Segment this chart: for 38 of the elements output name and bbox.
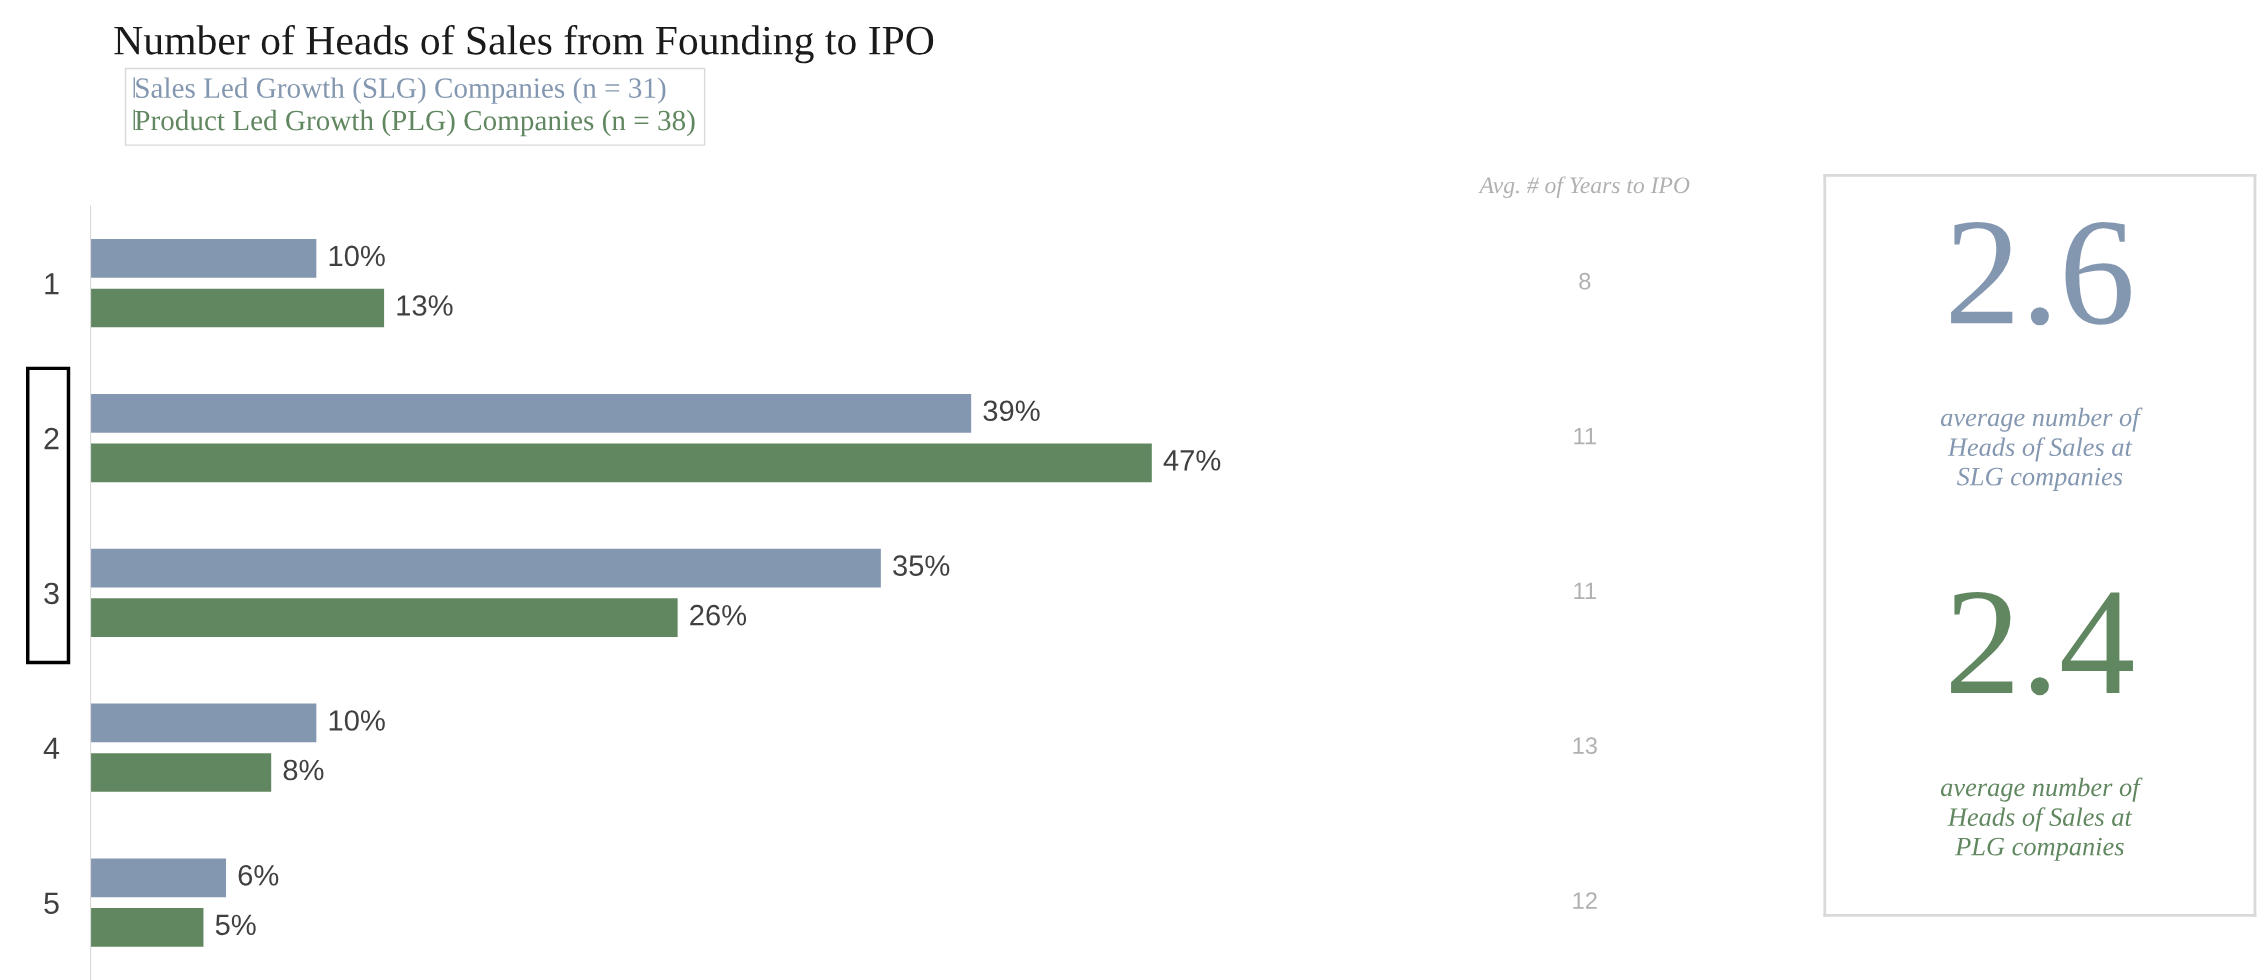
bar: [90, 393, 972, 433]
bar: [90, 858, 227, 898]
bar: [90, 239, 317, 278]
data-label: 10%: [329, 710, 385, 731]
bar: [90, 288, 385, 328]
y-tick-label: 5: [44, 892, 59, 914]
bar: [90, 598, 678, 638]
data-label: 5%: [215, 914, 256, 936]
bar: [90, 703, 317, 743]
text: Avg. # of Years to IPO: [1478, 176, 1690, 199]
text: average number of Heads of Sales at SLG companies: [1940, 407, 2143, 491]
data-label: 6%: [238, 864, 279, 886]
text: 2.6: [1951, 221, 2131, 326]
data-label: 8%: [283, 759, 324, 781]
text: 2.4: [1951, 591, 2133, 696]
y-tick-label: 2: [44, 427, 59, 450]
text: 11: [1574, 427, 1596, 445]
data-label: 47%: [1163, 450, 1221, 471]
bar: [90, 443, 1152, 483]
data-label: 39%: [983, 400, 1040, 422]
bar: [90, 908, 204, 947]
legend-label: Product Led Growth (PLG) Companies (n = 38): [135, 109, 695, 137]
bar: [90, 548, 881, 588]
data-label: 10%: [329, 245, 385, 267]
text: average number of Heads of Sales at PLG companies: [1940, 777, 2143, 861]
text: 13: [1573, 737, 1597, 755]
text: 8: [1579, 272, 1591, 290]
data-label: 13%: [397, 295, 453, 316]
data-label: 35%: [893, 555, 950, 576]
data-label: 26%: [690, 604, 747, 626]
chart-title: Number of Heads of Sales from Founding to IPO: [114, 24, 934, 64]
legend-label: Sales Led Growth (SLG) Companies (n = 31): [136, 77, 666, 104]
y-tick-label: 3: [44, 582, 59, 605]
y-tick-label: 1: [45, 273, 59, 295]
text: 11: [1574, 582, 1596, 600]
y-tick-label: 4: [43, 737, 60, 759]
text: 12: [1573, 892, 1597, 909]
bar: [90, 753, 272, 792]
